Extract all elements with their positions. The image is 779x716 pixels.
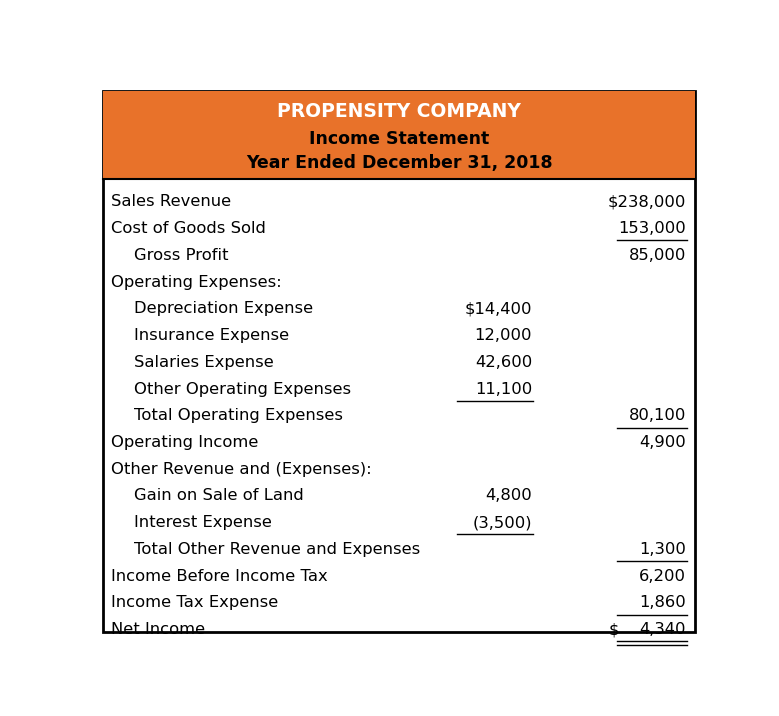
Text: PROPENSITY COMPANY: PROPENSITY COMPANY [277, 102, 521, 121]
Text: 80,100: 80,100 [629, 408, 686, 423]
Text: $238,000: $238,000 [608, 194, 686, 209]
Text: Income Before Income Tax: Income Before Income Tax [111, 569, 327, 584]
Text: Gain on Sale of Land: Gain on Sale of Land [134, 488, 303, 503]
Text: 4,340: 4,340 [640, 622, 686, 637]
Text: Total Other Revenue and Expenses: Total Other Revenue and Expenses [134, 542, 420, 557]
Text: Interest Expense: Interest Expense [134, 516, 271, 531]
Text: Operating Expenses:: Operating Expenses: [111, 274, 281, 289]
Text: Cost of Goods Sold: Cost of Goods Sold [111, 221, 266, 236]
Text: 1,860: 1,860 [640, 596, 686, 611]
Text: Depreciation Expense: Depreciation Expense [134, 301, 312, 316]
Text: 42,600: 42,600 [475, 354, 532, 369]
Text: 12,000: 12,000 [474, 328, 532, 343]
Text: 1,300: 1,300 [639, 542, 686, 557]
FancyBboxPatch shape [104, 92, 695, 178]
Text: 6,200: 6,200 [639, 569, 686, 584]
Text: 4,900: 4,900 [640, 435, 686, 450]
Text: (3,500): (3,500) [472, 516, 532, 531]
Text: Total Operating Expenses: Total Operating Expenses [134, 408, 343, 423]
Text: Income Statement: Income Statement [309, 130, 489, 148]
FancyBboxPatch shape [104, 92, 695, 632]
Text: Other Operating Expenses: Other Operating Expenses [134, 382, 351, 397]
Text: 153,000: 153,000 [619, 221, 686, 236]
Text: Insurance Expense: Insurance Expense [134, 328, 289, 343]
Text: Sales Revenue: Sales Revenue [111, 194, 231, 209]
Text: Net Income: Net Income [111, 622, 205, 637]
Text: Year Ended December 31, 2018: Year Ended December 31, 2018 [246, 154, 552, 172]
Text: Operating Income: Operating Income [111, 435, 258, 450]
Text: 4,800: 4,800 [485, 488, 532, 503]
Text: $14,400: $14,400 [464, 301, 532, 316]
Text: Income Tax Expense: Income Tax Expense [111, 596, 278, 611]
Text: Other Revenue and (Expenses):: Other Revenue and (Expenses): [111, 462, 372, 477]
Text: $: $ [609, 622, 619, 637]
Text: 11,100: 11,100 [475, 382, 532, 397]
Text: 85,000: 85,000 [629, 248, 686, 263]
Text: Gross Profit: Gross Profit [134, 248, 228, 263]
Text: Salaries Expense: Salaries Expense [134, 354, 273, 369]
